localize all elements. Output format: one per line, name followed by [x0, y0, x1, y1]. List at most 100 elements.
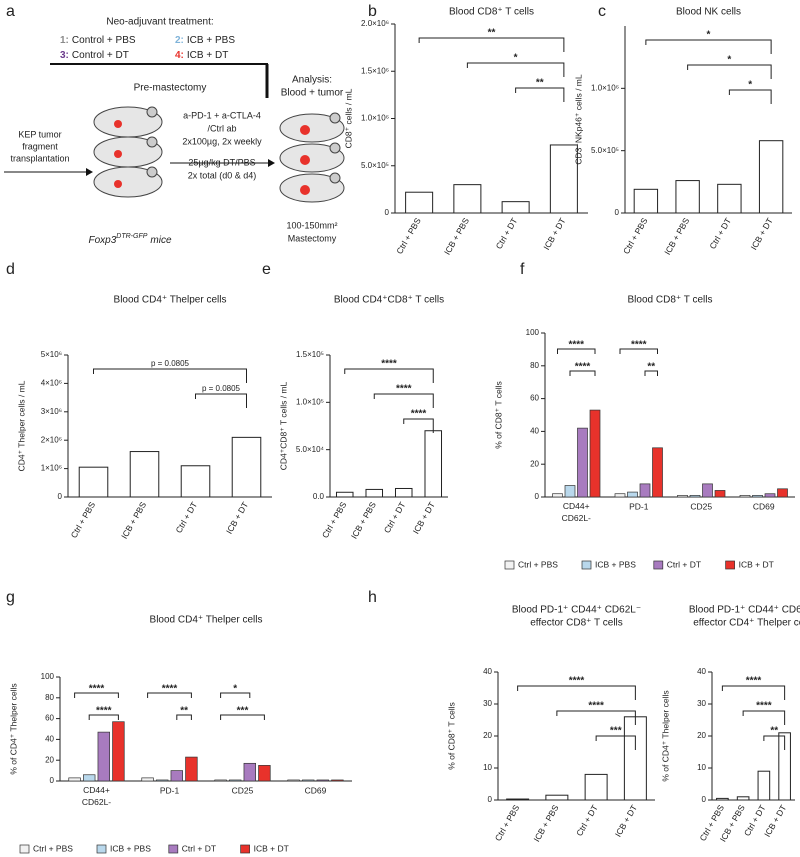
y-tick-label: 40	[530, 427, 539, 436]
chart-title: Blood CD4⁺ Thelper cells	[114, 295, 227, 306]
analysis: Analysis:	[292, 75, 332, 86]
bar	[577, 427, 588, 498]
y-tick-label: 80	[45, 693, 54, 702]
bar	[141, 777, 154, 782]
significance-label: ****	[568, 340, 584, 351]
chart-title: Blood NK cells	[676, 7, 741, 18]
transplant: fragment	[22, 141, 58, 151]
significance-bracket	[569, 370, 596, 376]
bar	[68, 777, 81, 782]
legend-swatch	[240, 844, 250, 854]
y-tick-label: 0	[58, 492, 63, 501]
bar	[229, 779, 242, 782]
chart-title: effector CD8⁺ T cells	[530, 618, 623, 629]
significance-label: ***	[610, 726, 622, 737]
significance-bracket	[556, 710, 636, 725]
bar	[736, 796, 750, 801]
x-tick-label: PD-1	[629, 501, 649, 511]
x-tick-label: ICB + PBS	[349, 500, 378, 541]
significance-label: ****	[96, 706, 112, 717]
transplant: KEP tumor	[18, 129, 61, 139]
x-tick-line: CD44+	[83, 785, 110, 795]
chart-title: Blood CD4⁺CD8⁺ T cells	[334, 295, 444, 306]
y-axis-label: CD3⁻NKp46⁺ cells / mL	[573, 74, 583, 164]
y-tick-label: 2.0×10⁶	[361, 19, 389, 28]
significance-label: ****	[631, 340, 647, 351]
legend-swatch	[168, 844, 179, 854]
significance-bracket	[466, 62, 565, 77]
y-tick-label: 5.0×10⁵	[361, 161, 389, 170]
y-tick-label: 40	[697, 667, 706, 676]
legend-label: Ctrl + PBS	[518, 559, 558, 569]
significance-label: ****	[381, 359, 397, 370]
group-key: 1:	[60, 35, 69, 46]
bar	[564, 485, 576, 498]
y-tick-label: 0	[488, 795, 493, 804]
chart-panel: h Blood PD-1⁺ CD44⁺ CD62L⁻ effector CD8⁺ T…	[368, 589, 655, 844]
x-tick-label: ICB + PBS	[662, 216, 691, 257]
legend-label: Ctrl + DT	[182, 843, 216, 853]
gene-superscript: DTR-GFP	[116, 233, 147, 240]
significance-bracket	[373, 393, 434, 408]
bar	[545, 794, 569, 801]
arrow-head	[268, 159, 275, 167]
y-tick-label: 5.0×10⁵	[591, 146, 619, 155]
y-tick-label: 0	[50, 776, 55, 785]
significance-bracket	[687, 64, 772, 79]
header: Neo-adjuvant treatment:	[106, 17, 213, 28]
bar	[717, 183, 742, 214]
significance-bracket	[595, 735, 636, 750]
x-tick-label: ICB + DT	[224, 500, 250, 535]
bar	[549, 144, 578, 214]
y-tick-label: 20	[45, 755, 54, 764]
bar	[677, 495, 688, 498]
bar	[758, 140, 784, 214]
bar	[180, 465, 211, 498]
treatment-group: 4: ICB + DT	[175, 50, 228, 61]
bar	[652, 447, 663, 498]
x-tick-label: CD25	[232, 785, 254, 795]
chart-title: Blood PD-1⁺ CD44⁺ CD62L⁻	[512, 605, 641, 616]
legend-swatch	[96, 844, 107, 854]
y-tick-label: 2×10⁶	[41, 435, 62, 444]
bar	[764, 493, 776, 498]
mice-right	[279, 112, 345, 203]
y-axis-label: % of CD8⁺ T cells	[493, 381, 503, 448]
treatment-group: 1: Control + PBS	[60, 35, 136, 46]
protocol: a-PD-1 + a-CTLA-4	[183, 110, 261, 120]
bar	[335, 491, 354, 498]
legend-label: ICB + DT	[254, 843, 289, 853]
bar	[258, 765, 271, 782]
chart-panel: g Blood CD4⁺ Thelper cells % of CD4⁺ Thelp…	[6, 589, 352, 854]
x-tick-label: ICB + DT	[411, 500, 437, 535]
x-tick-label: CD69	[305, 785, 327, 795]
group-label: Control + DT	[72, 50, 129, 61]
significance-bracket	[517, 685, 636, 700]
x-tick-line: CD44+	[563, 501, 590, 511]
panel-label: e	[262, 261, 271, 278]
bar	[639, 483, 651, 498]
stage: Pre-mastectomy	[134, 83, 207, 94]
gene: Foxp3	[88, 235, 116, 246]
y-tick-label: 100	[526, 328, 540, 337]
significance-label: p = 0.0805	[202, 384, 241, 393]
bar	[739, 495, 751, 498]
legend-swatch	[725, 560, 735, 570]
significance-bracket	[176, 714, 192, 720]
y-tick-label: 30	[697, 699, 706, 708]
significance-bracket	[344, 368, 434, 383]
chart-panel: f Blood CD8⁺ T cells % of CD8⁺ T cells 0 20 4…	[493, 261, 795, 570]
significance-label: p = 0.0805	[151, 359, 190, 368]
bar	[675, 180, 700, 214]
bar	[589, 409, 601, 498]
bar	[627, 491, 638, 498]
bar	[302, 779, 315, 782]
chart-title: Blood CD4⁺ Thelper cells	[150, 615, 263, 626]
bar	[777, 488, 788, 498]
significance-bracket	[557, 348, 596, 354]
y-tick-label: 5.0×10⁴	[296, 445, 325, 454]
x-tick-label: Ctrl + PBS	[69, 500, 98, 540]
bar	[633, 188, 659, 214]
significance-label: *	[727, 55, 731, 66]
